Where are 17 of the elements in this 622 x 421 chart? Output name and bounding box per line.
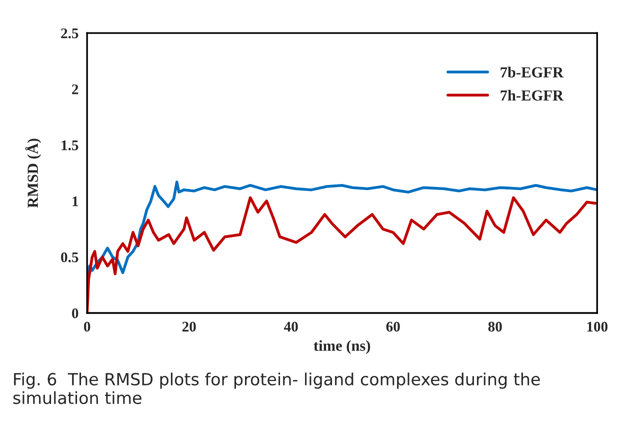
x-tick-label: 60 <box>386 322 400 332</box>
y-tick-label: 2 <box>72 84 78 94</box>
y-tick-label: 0 <box>72 308 78 318</box>
y-tick-label: 1 <box>72 196 78 206</box>
x-tick-label: 20 <box>182 322 196 332</box>
legend-label: 7b-EGFR <box>500 66 564 78</box>
y-tick-label: 1.5 <box>62 140 78 150</box>
x-tick-label: 100 <box>587 322 608 332</box>
legend-label: 7h-EGFR <box>500 90 564 101</box>
y-tick-label: 0.5 <box>61 252 78 262</box>
x-tick-label: 40 <box>284 322 298 332</box>
y-tick-label: 2.5 <box>61 28 78 38</box>
x-tick-label: 0 <box>84 322 90 332</box>
y-axis-title: RMSD (Å) <box>25 138 42 208</box>
caption: Fig. 6 The RMSD plots for protein- ligand complexes during the simulation time <box>13 372 540 404</box>
x-tick-label: 80 <box>488 322 502 332</box>
x-axis-title: time (ns) <box>314 340 370 354</box>
